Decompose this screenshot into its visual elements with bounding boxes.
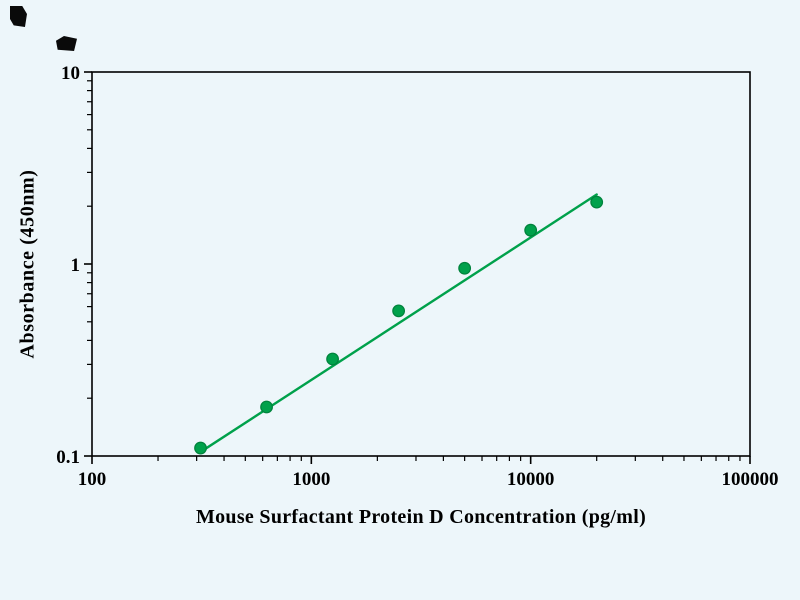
data-point	[194, 441, 207, 455]
plot-border	[91, 71, 751, 457]
y-axis-title: Absorbance (450nm)	[16, 169, 39, 359]
y-tick-label: 10	[61, 63, 80, 84]
data-point	[458, 261, 472, 275]
y-tick-label: 0.1	[56, 447, 80, 468]
x-tick-label: 100000	[722, 469, 779, 490]
crop-artifact-upper-left	[56, 36, 77, 51]
data-point	[392, 304, 406, 318]
data-point	[260, 400, 273, 414]
y-tick-label: 1	[71, 255, 81, 276]
x-tick-label: 100	[78, 469, 107, 490]
data-point	[524, 223, 538, 237]
trend-line	[199, 193, 598, 454]
x-tick-label: 10000	[507, 469, 555, 490]
x-axis-title: Mouse Surfactant Protein D Concentration…	[195, 506, 647, 528]
crop-artifact-top-left	[10, 6, 27, 27]
x-tick-label: 1000	[292, 469, 330, 490]
data-point	[326, 352, 339, 366]
data-point	[590, 195, 604, 209]
